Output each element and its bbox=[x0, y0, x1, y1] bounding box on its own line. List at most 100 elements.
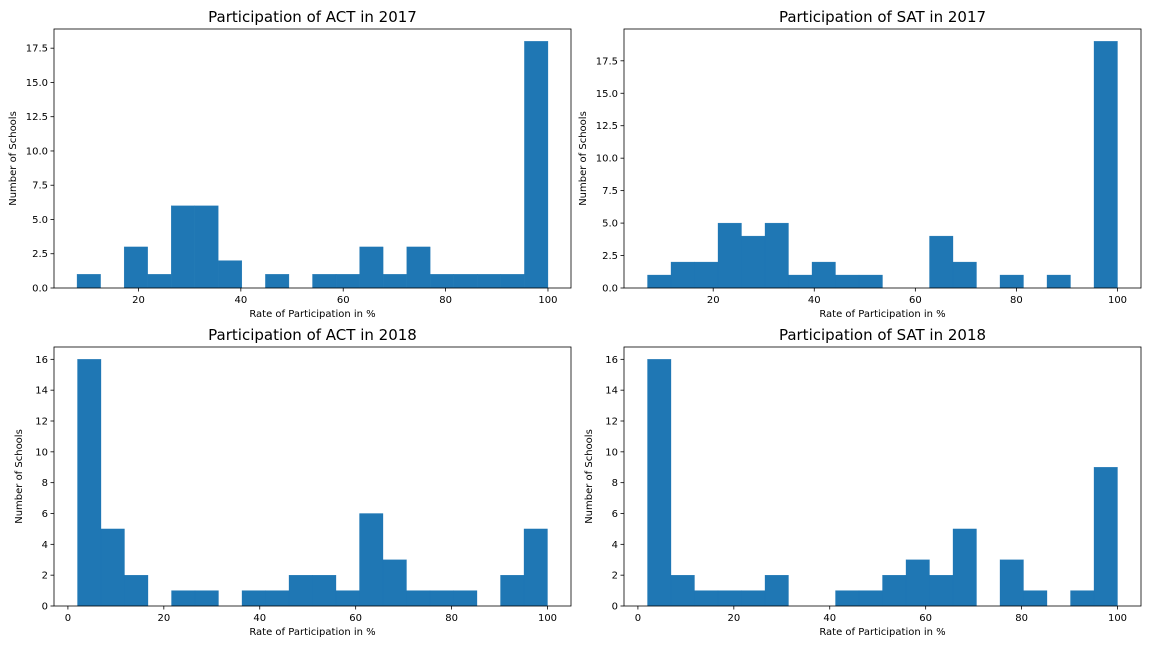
act-2017-ytick-label: 15.0 bbox=[26, 78, 48, 89]
act-2018-bar-1 bbox=[100, 528, 125, 607]
act-2018-ytick-label: 8 bbox=[42, 478, 48, 489]
sat-2017-bar-15 bbox=[999, 274, 1024, 289]
act-2018-bar-10 bbox=[312, 575, 337, 607]
sat-2018-bar-2 bbox=[694, 590, 719, 607]
act-2018-bar-18 bbox=[500, 575, 525, 607]
act-2018-bar-19 bbox=[523, 528, 548, 607]
sat-2018-xtick-label: 80 bbox=[1015, 613, 1028, 624]
act-2017-axes-frame bbox=[53, 28, 572, 289]
act-2017-ytick-label: 17.5 bbox=[26, 44, 48, 55]
sat-2018-xtick-label: 40 bbox=[823, 613, 836, 624]
sat-2018-axes-frame bbox=[623, 346, 1142, 607]
sat-2018-ytick-label: 10 bbox=[605, 447, 618, 458]
act-2017-xlabel: Rate of Participation in % bbox=[249, 309, 375, 320]
sat-2017-ylabel: Number of Schools bbox=[578, 111, 589, 206]
act-2018-bar-16 bbox=[453, 590, 478, 607]
sat-2017-xtick-label: 60 bbox=[909, 295, 922, 306]
act-2017-bar-11 bbox=[335, 274, 360, 289]
sat-2018-bar-12 bbox=[929, 575, 954, 607]
sat-2017-ytick-label: 5.0 bbox=[602, 219, 618, 230]
sat-2017-bar-9 bbox=[858, 274, 883, 289]
act-2017-bar-16 bbox=[453, 274, 478, 289]
act-2017-bar-3 bbox=[147, 274, 172, 289]
act-2017-bar-8 bbox=[265, 274, 290, 289]
act-2018-xtick-label: 40 bbox=[253, 613, 266, 624]
act-2018-xtick-label: 20 bbox=[157, 613, 170, 624]
act-2018-bar-5 bbox=[194, 590, 219, 607]
sat-2018-bar-15 bbox=[999, 559, 1024, 607]
act-2017-title: Participation of ACT in 2017 bbox=[208, 8, 417, 26]
sat-2018-ytick-label: 16 bbox=[605, 355, 618, 366]
sat-2018-bar-10 bbox=[882, 575, 907, 607]
act-2017-ylabel: Number of Schools bbox=[8, 111, 19, 206]
act-2018-bar-0 bbox=[77, 359, 102, 607]
sat-2017-xtick-label: 20 bbox=[707, 295, 720, 306]
act-2018-bar-4 bbox=[171, 590, 196, 607]
sat-2018-ytick-label: 4 bbox=[612, 540, 618, 551]
sat-2018-chart: 0 20 40 60 80 100 0 2 4 6 8 10 12 14 16 Participation o… bbox=[584, 326, 1142, 638]
sat-2018-ytick-label: 2 bbox=[612, 571, 618, 582]
sat-2018-bar-4 bbox=[741, 590, 766, 607]
act-2017-bar-0 bbox=[76, 274, 101, 289]
sat-2018-ytick-label: 6 bbox=[612, 509, 618, 520]
sat-2017-xlabel: Rate of Participation in % bbox=[819, 309, 945, 320]
sat-2018-bar-13 bbox=[952, 528, 977, 607]
act-2017-ytick-label: 7.5 bbox=[32, 181, 48, 192]
sat-2017-bar-17 bbox=[1046, 274, 1071, 289]
act-2018-xtick-label: 80 bbox=[445, 613, 458, 624]
sat-2018-xlabel: Rate of Participation in % bbox=[819, 627, 945, 638]
sat-2018-xtick-label: 0 bbox=[635, 613, 641, 624]
sat-2017-chart: 20 40 60 80 100 0.0 2.5 5.0 7.5 10.0 12.5 15.0 17.5 P… bbox=[578, 8, 1142, 320]
act-2017-bar-2 bbox=[123, 246, 148, 289]
sat-2018-xtick-label: 60 bbox=[919, 613, 932, 624]
act-2018-ytick-label: 12 bbox=[35, 417, 48, 428]
act-2017-bar-13 bbox=[382, 274, 407, 289]
act-2018-bar-14 bbox=[406, 590, 431, 607]
sat-2017-bar-7 bbox=[811, 261, 836, 289]
act-2018-ytick-label: 10 bbox=[35, 447, 48, 458]
act-2018-axes-frame bbox=[53, 346, 572, 607]
act-2018-chart: 0 20 40 60 80 100 0 2 4 6 8 10 12 14 16 Participation o… bbox=[14, 326, 572, 638]
sat-2018-ytick-label: 14 bbox=[605, 386, 618, 397]
sat-2017-bar-8 bbox=[835, 274, 860, 289]
sat-2018-bar-9 bbox=[858, 590, 883, 607]
sat-2018-bar-11 bbox=[905, 559, 930, 607]
sat-2017-title: Participation of SAT in 2017 bbox=[779, 8, 986, 26]
sat-2018-bar-0 bbox=[647, 359, 672, 607]
act-2018-bar-2 bbox=[124, 575, 149, 607]
act-2018-ytick-label: 16 bbox=[35, 355, 48, 366]
sat-2017-bar-4 bbox=[741, 235, 766, 289]
act-2017-bar-12 bbox=[359, 246, 384, 289]
act-2017-xtick-label: 60 bbox=[337, 295, 350, 306]
sat-2018-xtick-label: 20 bbox=[727, 613, 740, 624]
sat-2018-ylabel: Number of Schools bbox=[584, 429, 595, 524]
act-2017-xtick-label: 100 bbox=[538, 295, 557, 306]
sat-2017-xtick-label: 80 bbox=[1010, 295, 1023, 306]
act-2017-xtick-label: 40 bbox=[234, 295, 247, 306]
act-2017-bar-4 bbox=[171, 205, 195, 289]
sat-2018-title: Participation of SAT in 2018 bbox=[779, 326, 986, 344]
act-2017-bar-14 bbox=[406, 246, 431, 289]
act-2018-xtick-label: 0 bbox=[65, 613, 71, 624]
sat-2017-ytick-label: 7.5 bbox=[602, 186, 618, 197]
act-2018-bar-13 bbox=[382, 559, 407, 607]
sat-2018-bar-19 bbox=[1093, 467, 1118, 607]
act-2018-ytick-label: 6 bbox=[42, 509, 48, 520]
sat-2017-bar-5 bbox=[764, 222, 789, 289]
act-2017-bar-18 bbox=[500, 274, 525, 289]
act-2017-bar-17 bbox=[477, 274, 502, 289]
sat-2017-ytick-label: 12.5 bbox=[596, 121, 618, 132]
sat-2018-ytick-label: 12 bbox=[605, 417, 618, 428]
act-2017-xtick-label: 20 bbox=[132, 295, 145, 306]
act-2017-bar-15 bbox=[430, 274, 454, 289]
act-2018-bar-15 bbox=[429, 590, 454, 607]
act-2018-ylabel: Number of Schools bbox=[14, 429, 25, 524]
act-2018-xtick-label: 60 bbox=[349, 613, 362, 624]
act-2018-bar-9 bbox=[288, 575, 313, 607]
act-2017-ytick-label: 5.0 bbox=[32, 215, 48, 226]
act-2017-bar-5 bbox=[194, 205, 219, 289]
act-2017-chart: 20 40 60 80 100 0.0 2.5 5.0 7.5 10.0 12.5 15.0 17.5 P… bbox=[8, 8, 572, 320]
sat-2018-bar-3 bbox=[717, 590, 742, 607]
sat-2017-ytick-label: 2.5 bbox=[602, 251, 618, 262]
act-2017-ytick-label: 10.0 bbox=[26, 146, 48, 157]
